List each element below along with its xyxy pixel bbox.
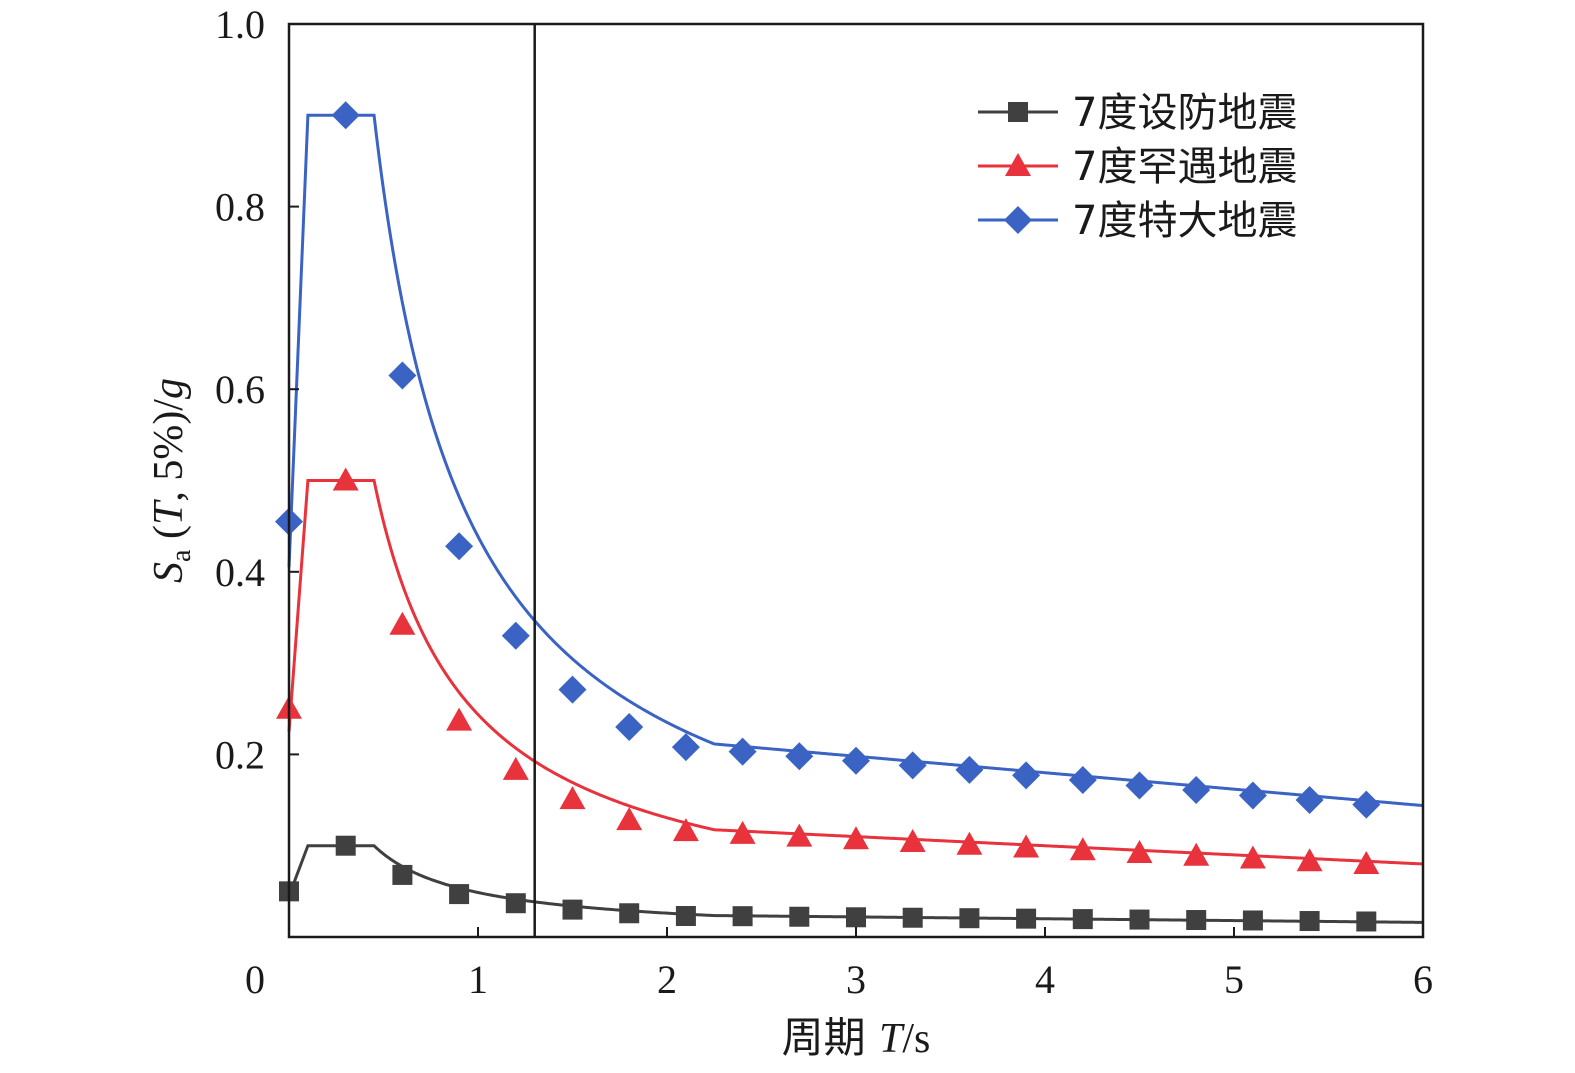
y-axis-title: Sa (T, 5%)/g: [146, 378, 197, 583]
legend-marker-2: [1004, 206, 1032, 234]
x-tick-label: 3: [846, 957, 866, 1002]
data-point-s2-8: [728, 737, 757, 766]
data-point-s0-3: [449, 884, 470, 905]
data-point-s0-2: [392, 864, 413, 885]
data-point-s1-8: [729, 820, 756, 844]
legend-label-0: 7度设防地震: [1072, 90, 1297, 136]
x-axis-title-unit: /s: [902, 1016, 930, 1062]
data-point-s2-12: [955, 755, 984, 784]
data-point-s2-18: [1295, 786, 1324, 815]
data-point-s0-12: [959, 908, 980, 929]
data-point-s2-6: [615, 713, 644, 742]
data-point-s1-11: [899, 829, 926, 853]
data-point-s2-9: [785, 742, 814, 771]
data-point-s1-2: [389, 611, 416, 635]
data-point-s0-8: [732, 906, 753, 927]
data-point-s1-18: [1296, 848, 1323, 872]
x-tick-label: 1: [468, 957, 488, 1002]
data-point-s1-10: [843, 826, 869, 850]
data-point-s1-17: [1239, 845, 1266, 869]
data-point-s0-17: [1242, 910, 1263, 931]
data-point-s0-19: [1356, 911, 1377, 932]
data-point-s2-3: [445, 532, 474, 561]
y-axis-title-g: g: [146, 378, 192, 399]
x-axis-title-prefix: 周期: [782, 1013, 879, 1062]
legend-marker-1: [1005, 153, 1031, 176]
data-point-s0-5: [562, 899, 583, 920]
data-point-s1-9: [786, 823, 813, 847]
data-point-s2-14: [1068, 765, 1097, 794]
data-point-s2-17: [1238, 781, 1267, 810]
data-point-s2-11: [898, 751, 927, 780]
data-point-s1-5: [559, 786, 586, 810]
y-tick-label: 0.2: [215, 732, 265, 777]
data-point-s2-16: [1182, 776, 1211, 805]
data-point-s2-15: [1125, 771, 1154, 800]
y-axis-title-T: T: [146, 499, 192, 525]
data-point-s2-4: [501, 621, 530, 650]
data-point-s0-13: [1016, 908, 1037, 929]
x-tick-label: 5: [1224, 957, 1244, 1002]
x-axis-title: 周期 T/s: [782, 1013, 931, 1062]
data-point-s1-14: [1069, 837, 1096, 861]
plot-area: [275, 101, 1424, 932]
y-tick-label: 0.6: [215, 367, 265, 412]
x-tick-label: 4: [1035, 957, 1055, 1002]
data-point-s1-6: [616, 807, 643, 831]
data-point-s0-7: [675, 906, 696, 927]
data-point-s0-18: [1299, 911, 1320, 932]
data-point-s0-1: [335, 835, 356, 856]
x-tick-label: 6: [1413, 957, 1433, 1002]
y-axis-title-var: S: [146, 562, 192, 583]
data-point-s2-2: [388, 361, 417, 390]
data-point-s0-4: [505, 893, 526, 914]
legend: 7度设防地震 7度罕遇地震 7度特大地震: [978, 90, 1297, 244]
data-point-s2-7: [671, 733, 700, 762]
data-point-s2-5: [558, 675, 587, 704]
data-point-s0-10: [846, 907, 866, 928]
data-point-s1-7: [672, 818, 699, 842]
data-point-s0-16: [1186, 910, 1207, 931]
data-point-s0-14: [1072, 909, 1093, 930]
y-axis-title-open: (: [146, 525, 192, 550]
y-tick-label: 1.0: [215, 2, 265, 47]
data-point-s1-1: [332, 467, 359, 491]
y-axis-title-mid: , 5%)/: [146, 399, 192, 502]
data-point-s0-9: [789, 906, 810, 927]
legend-label-2: 7度特大地震: [1072, 198, 1297, 244]
legend-marker-0: [1008, 102, 1028, 122]
axes: 0 1 2 3 4 5 60.20.40.60.81.0周期 T/sSa (T, 5%)/g: [146, 2, 1433, 1062]
data-point-s1-3: [446, 707, 473, 731]
x-tick-label: 2: [657, 957, 677, 1002]
data-point-s2-13: [1012, 761, 1041, 790]
data-point-s1-4: [502, 756, 529, 780]
y-axis-title-sub: a: [166, 549, 197, 562]
legend-label-1: 7度罕遇地震: [1072, 144, 1297, 190]
y-tick-label: 0.8: [215, 185, 265, 230]
y-tick-label: 0.4: [215, 550, 265, 595]
data-point-s2-1: [331, 101, 360, 130]
data-point-s1-16: [1183, 842, 1210, 866]
data-point-s2-19: [1352, 790, 1381, 819]
data-point-s2-10: [842, 746, 870, 775]
x-tick-label: 0: [245, 957, 265, 1002]
data-point-s1-19: [1353, 850, 1380, 874]
data-point-s0-15: [1129, 909, 1150, 930]
data-point-s1-15: [1126, 840, 1153, 864]
data-point-s1-12: [956, 831, 983, 855]
data-point-s1-13: [1013, 834, 1040, 858]
data-point-s0-11: [902, 907, 923, 928]
x-axis-title-var: T: [879, 1016, 905, 1062]
data-point-s0-6: [619, 903, 640, 924]
